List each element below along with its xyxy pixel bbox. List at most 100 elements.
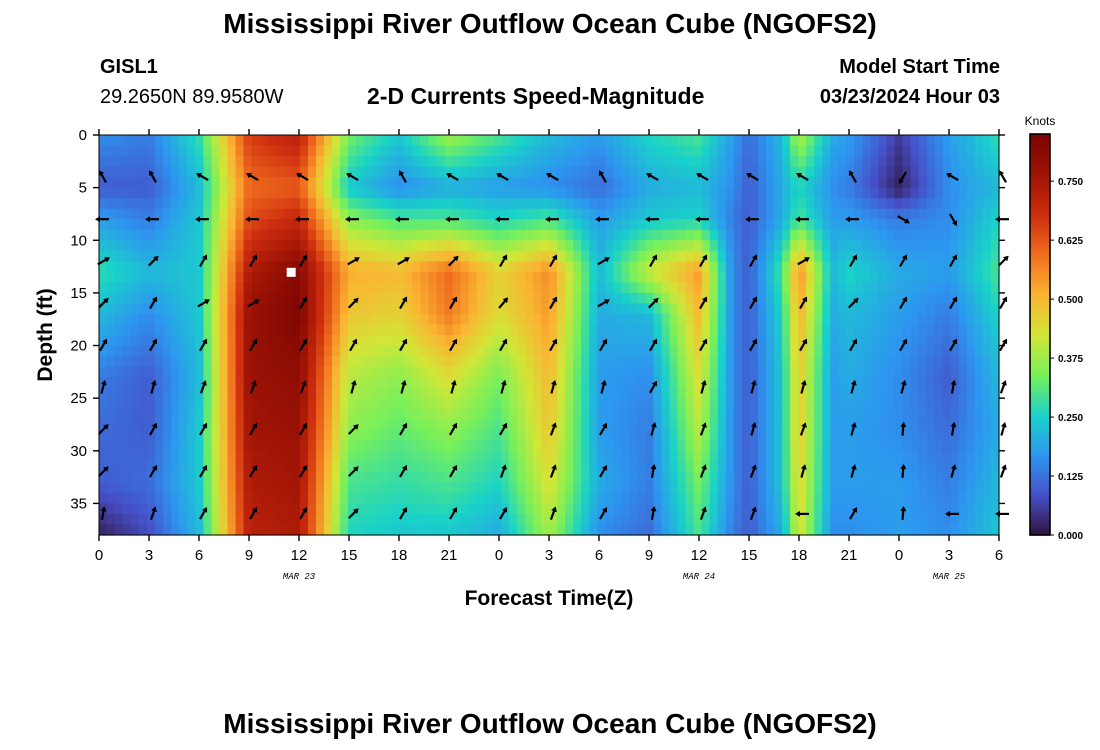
heatmap-cell bbox=[275, 156, 285, 168]
heatmap-cell bbox=[822, 282, 831, 294]
heatmap-cell bbox=[131, 324, 140, 336]
colorbar-swatch bbox=[1030, 144, 1050, 148]
heatmap-cell bbox=[259, 366, 269, 378]
heatmap-cell bbox=[364, 261, 373, 273]
vector-head bbox=[150, 379, 157, 386]
heatmap-cell bbox=[412, 377, 422, 389]
heatmap-cell bbox=[492, 177, 502, 189]
heatmap-cell bbox=[147, 187, 156, 199]
heatmap-cell bbox=[179, 198, 188, 210]
heatmap-cell bbox=[862, 356, 872, 368]
heatmap-cell bbox=[460, 135, 470, 147]
heatmap-cell bbox=[163, 524, 172, 536]
heatmap-cell bbox=[484, 198, 494, 210]
heatmap-cell bbox=[581, 324, 590, 336]
heatmap-cell bbox=[380, 303, 389, 315]
heatmap-cell bbox=[685, 292, 695, 305]
heatmap-cell bbox=[396, 271, 405, 283]
heatmap-cell bbox=[372, 156, 381, 168]
heatmap-cell bbox=[701, 377, 711, 389]
heatmap-cell bbox=[115, 366, 124, 378]
heatmap-cell bbox=[589, 135, 598, 147]
heatmap-cell bbox=[645, 240, 655, 252]
heatmap-cell bbox=[645, 261, 655, 273]
heatmap-cell bbox=[115, 166, 124, 178]
heatmap-cell bbox=[549, 292, 558, 305]
heatmap-cell bbox=[733, 345, 743, 357]
heatmap-cell bbox=[741, 282, 751, 294]
heatmap-cell bbox=[227, 282, 237, 294]
heatmap-cell bbox=[460, 324, 470, 336]
heatmap-cell bbox=[677, 524, 687, 536]
heatmap-cell bbox=[709, 513, 719, 526]
y-axis-label: Depth (ft) bbox=[34, 288, 57, 381]
heatmap-cell bbox=[974, 461, 984, 473]
heatmap-cell bbox=[814, 366, 823, 378]
heatmap-cell bbox=[870, 419, 880, 431]
heatmap-cell bbox=[291, 461, 301, 473]
heatmap-cell bbox=[179, 503, 188, 515]
heatmap-cell bbox=[171, 250, 180, 262]
heatmap-cell bbox=[315, 303, 325, 315]
heatmap-cell bbox=[492, 135, 502, 147]
heatmap-cell bbox=[637, 292, 647, 305]
heatmap-cell bbox=[677, 482, 687, 494]
heatmap-cell bbox=[139, 229, 148, 241]
heatmap-cell bbox=[420, 335, 430, 347]
heatmap-cell bbox=[404, 429, 413, 441]
heatmap-cell bbox=[428, 261, 438, 273]
heatmap-cell bbox=[540, 429, 550, 441]
heatmap-cell bbox=[830, 198, 839, 210]
heatmap-cell bbox=[974, 408, 984, 420]
heatmap-cell bbox=[468, 482, 478, 494]
heatmap-cell bbox=[605, 250, 614, 262]
heatmap-cell bbox=[476, 492, 486, 505]
heatmap-cell bbox=[934, 292, 944, 305]
heatmap-cell bbox=[388, 419, 397, 431]
current-vector bbox=[98, 424, 109, 435]
heatmap-cell bbox=[179, 345, 188, 357]
heatmap-cell bbox=[661, 450, 671, 462]
heatmap-cell bbox=[757, 261, 767, 273]
heatmap-cell bbox=[388, 250, 397, 262]
heatmap-cell bbox=[870, 398, 880, 410]
heatmap-cell bbox=[259, 345, 269, 357]
heatmap-cell bbox=[814, 419, 823, 431]
heatmap-cell bbox=[452, 471, 462, 483]
heatmap-cell bbox=[798, 524, 807, 536]
vector-head bbox=[301, 296, 308, 303]
current-vector bbox=[100, 379, 107, 394]
heatmap-cell bbox=[115, 229, 124, 241]
heatmap-cell bbox=[790, 313, 799, 326]
heatmap-cell bbox=[894, 156, 904, 168]
heatmap-cell bbox=[372, 282, 381, 294]
heatmap-cell bbox=[741, 429, 751, 441]
heatmap-cell bbox=[99, 482, 108, 494]
heatmap-cell bbox=[291, 145, 301, 157]
heatmap-cell bbox=[211, 145, 221, 157]
heatmap-cell bbox=[950, 156, 960, 168]
heatmap-cell bbox=[492, 240, 502, 252]
heatmap-cell bbox=[452, 219, 462, 231]
colorbar-swatch bbox=[1030, 210, 1050, 215]
heatmap-cell bbox=[540, 219, 550, 231]
heatmap-cell bbox=[870, 450, 880, 462]
heatmap-cell bbox=[291, 166, 301, 178]
heatmap-cell bbox=[669, 187, 679, 199]
heatmap-cell bbox=[412, 387, 422, 399]
heatmap-cell bbox=[396, 524, 405, 536]
heatmap-cell bbox=[693, 271, 703, 283]
heatmap-cell bbox=[380, 219, 389, 231]
heatmap-cell bbox=[669, 366, 679, 378]
heatmap-cell bbox=[476, 471, 486, 483]
heatmap-cell bbox=[982, 492, 992, 505]
heatmap-cell bbox=[878, 271, 888, 283]
heatmap-cell bbox=[139, 356, 148, 368]
heatmap-cell bbox=[990, 156, 1000, 168]
colorbar-swatch bbox=[1030, 307, 1050, 312]
heatmap-cell bbox=[958, 398, 968, 410]
heatmap-cell bbox=[749, 440, 759, 452]
heatmap-cell bbox=[870, 503, 880, 515]
heatmap-cell bbox=[139, 166, 148, 178]
heatmap-cell bbox=[605, 513, 614, 526]
